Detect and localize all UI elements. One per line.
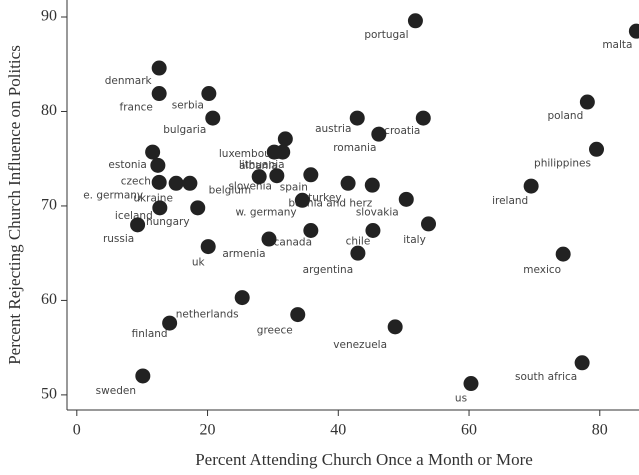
point-label: poland — [547, 110, 583, 122]
point-label: netherlands — [176, 309, 239, 321]
point-label: italy — [403, 234, 426, 246]
point — [579, 94, 595, 110]
x-tick-label: 20 — [200, 422, 216, 439]
point — [628, 23, 639, 39]
point-label: greece — [257, 325, 293, 337]
y-tick-label: 80 — [41, 102, 57, 119]
point — [201, 86, 217, 102]
point-label: belgium — [209, 184, 252, 196]
point-label: luxembourg — [219, 148, 282, 160]
y-tick-label: 60 — [41, 291, 57, 308]
point — [151, 174, 167, 190]
point-label: estonia — [108, 159, 146, 171]
point-label: argentina — [303, 264, 353, 276]
x-tick-label: 40 — [330, 422, 346, 439]
point — [266, 144, 282, 160]
point — [555, 246, 571, 262]
point — [415, 110, 431, 126]
point-label: turkey — [308, 192, 341, 204]
point-label: spain — [280, 182, 308, 194]
point — [340, 175, 356, 191]
point — [251, 169, 267, 185]
point-label: russia — [103, 233, 134, 245]
point-label: venezuela — [333, 339, 387, 351]
point-label: finland — [132, 328, 168, 340]
point — [200, 239, 216, 255]
y-tick-label: 70 — [41, 197, 57, 214]
point-label: malta — [602, 39, 632, 51]
point-label: lithuania — [239, 159, 285, 171]
point — [371, 126, 387, 142]
point — [398, 191, 414, 207]
point — [574, 355, 590, 371]
point-label: croatia — [384, 125, 420, 137]
x-tick-label: 0 — [73, 422, 81, 439]
x-tick-label: 60 — [461, 422, 477, 439]
point — [152, 200, 168, 216]
y-axis-label: Percent Rejecting Church Influence on Po… — [5, 45, 24, 365]
point-label: e. germany — [83, 189, 143, 201]
point — [421, 216, 437, 232]
point — [463, 376, 479, 392]
x-tick-label: 80 — [592, 422, 608, 439]
point-label: chile — [346, 236, 371, 248]
point — [190, 200, 206, 216]
point — [151, 60, 167, 76]
point — [205, 110, 221, 126]
point — [303, 223, 319, 239]
point-label: czech — [121, 175, 151, 187]
point-label: iceland — [115, 210, 153, 222]
point — [523, 178, 539, 194]
point — [349, 110, 365, 126]
point-label: france — [120, 102, 153, 114]
point — [162, 315, 178, 331]
point-label: us — [455, 393, 467, 405]
point — [261, 231, 277, 247]
point-label: serbia — [172, 100, 204, 112]
point — [350, 245, 366, 261]
y-tick-label: 50 — [41, 386, 57, 403]
point-label: portugal — [364, 29, 408, 41]
point — [234, 290, 250, 306]
point — [407, 13, 423, 29]
point-label: slovenia — [228, 181, 272, 193]
point-label: romania — [333, 142, 376, 154]
point-label: mexico — [523, 264, 561, 276]
point — [277, 131, 293, 147]
point-label: armenia — [222, 248, 265, 260]
point — [365, 223, 381, 239]
point — [387, 319, 403, 335]
point-label: bulgaria — [163, 124, 206, 136]
point — [151, 86, 167, 102]
point — [290, 307, 306, 323]
point — [589, 141, 605, 157]
point-label: canada — [274, 237, 312, 249]
point-label: w. germany — [236, 206, 297, 218]
point — [182, 175, 198, 191]
point-label: philippines — [534, 157, 591, 169]
point-label: albania — [239, 160, 277, 172]
point — [150, 157, 166, 173]
point-label: uk — [192, 257, 206, 269]
point-label: ukraine — [133, 192, 173, 204]
point-label: austria — [315, 123, 351, 135]
point — [294, 192, 310, 208]
y-tick-label: 90 — [41, 8, 57, 25]
point-label: sweden — [96, 385, 136, 397]
x-axis-label: Percent Attending Church Once a Month or… — [195, 450, 533, 469]
point-label: hungary — [146, 216, 190, 228]
point-label: south africa — [515, 371, 577, 383]
point-label: slovakia — [356, 206, 399, 218]
point-label: denmark — [105, 75, 153, 87]
point-label: ireland — [492, 195, 528, 207]
point — [168, 175, 184, 191]
point — [364, 177, 380, 193]
point — [130, 217, 146, 233]
point — [145, 144, 161, 160]
point — [303, 167, 319, 183]
point — [135, 368, 151, 384]
point — [269, 168, 285, 184]
